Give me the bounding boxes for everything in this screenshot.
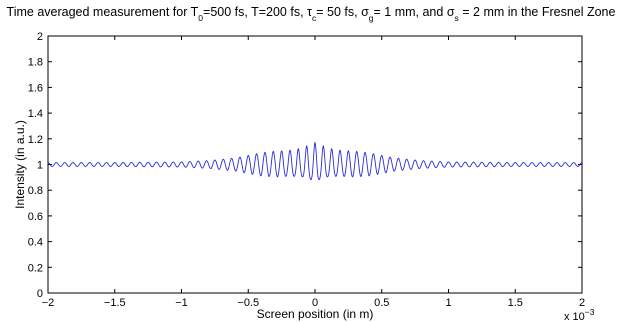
x-tick-label: −1.5 <box>104 297 126 309</box>
chart-title: Time averaged measurement for T0=500 fs,… <box>7 5 616 23</box>
y-tick-label: 1.2 <box>28 134 43 146</box>
x-tick-label: 0.5 <box>374 297 389 309</box>
x-tick-label: 2 <box>579 297 585 309</box>
y-tick-label: 0.2 <box>28 262 43 274</box>
y-tick-label: 0 <box>37 288 43 300</box>
x-tick-label: −0.5 <box>237 297 259 309</box>
series-line <box>47 141 583 181</box>
axis-ticks <box>47 35 583 294</box>
x-axis-multiplier: x 10−3 <box>564 307 595 322</box>
y-tick-label: 2 <box>37 31 43 43</box>
y-tick-label: 0.6 <box>28 211 43 223</box>
x-tick-label: 1.5 <box>508 297 523 309</box>
x-tick-label: −2 <box>42 297 55 309</box>
y-tick-label: 1.8 <box>28 57 43 69</box>
y-tick-label: 0.4 <box>28 237 43 249</box>
x-tick-label: 1 <box>445 297 451 309</box>
x-tick-label: 0 <box>312 297 318 309</box>
y-tick-label: 1.4 <box>28 108 43 120</box>
x-axis-label: Screen position (in m) <box>257 307 374 321</box>
y-tick-label: 1 <box>37 160 43 172</box>
tick-labels: −2 −1.5 −1 −0.5 0 0.5 1 1.5 2 0 0.2 0.4 0.6 0.8 1 1.2 1.… <box>28 31 585 309</box>
x-tick-label: −1 <box>175 297 188 309</box>
y-axis-label: Intensity (in a.u.) <box>13 120 27 209</box>
y-tick-label: 1.6 <box>28 82 43 94</box>
y-tick-label: 0.8 <box>28 185 43 197</box>
